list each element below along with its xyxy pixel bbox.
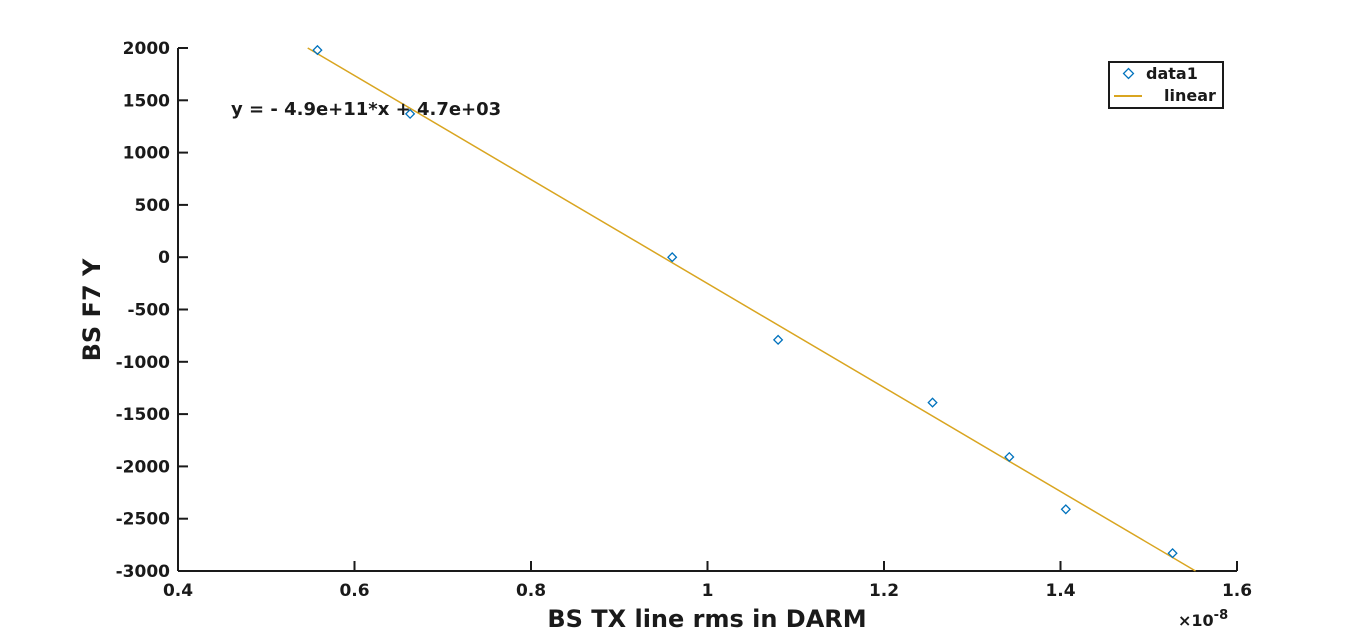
y-tick-label: -2000	[116, 457, 171, 477]
y-tick-label: 500	[135, 196, 171, 216]
x-axis-label: BS TX line rms in DARM	[547, 605, 866, 633]
data-point	[927, 397, 938, 408]
x-exponent-label: ×10-8	[1178, 608, 1228, 630]
y-tick-label: -500	[127, 301, 170, 321]
data-point	[1004, 451, 1015, 463]
fit-equation: y = - 4.9e+11*x + 4.7e+03	[231, 99, 501, 120]
y-tick-label: 1500	[123, 91, 170, 111]
data-point	[772, 334, 784, 345]
data-point	[404, 108, 416, 120]
y-tick-label: -1000	[116, 353, 171, 373]
legend-label-data1: data1	[1146, 64, 1198, 83]
y-tick-label: 1000	[123, 144, 170, 164]
legend: data1 linear	[1108, 61, 1224, 109]
y-tick-label: 0	[158, 248, 170, 268]
legend-marker-data1	[1122, 67, 1135, 80]
x-exponent-power: -8	[1214, 608, 1228, 623]
x-tick-label: 1.6	[1222, 581, 1252, 601]
data-point	[667, 252, 678, 263]
data-point	[312, 44, 323, 56]
x-tick-label: 1.2	[869, 581, 899, 601]
x-exponent-base: ×10	[1178, 611, 1214, 630]
x-tick-label: 1.4	[1045, 581, 1075, 601]
x-tick-label: 0.4	[163, 581, 193, 601]
y-tick-label: -2500	[116, 510, 171, 530]
data-point	[1167, 548, 1178, 559]
y-axis-label: BS F7 Y	[78, 258, 106, 361]
y-tick-label: -1500	[116, 405, 171, 425]
x-tick-label: 0.6	[339, 581, 369, 601]
y-tick-label: 2000	[123, 39, 170, 59]
x-tick-label: 0.8	[516, 581, 546, 601]
data-point	[1060, 504, 1071, 515]
x-tick-label: 1	[702, 581, 714, 601]
series-layer	[307, 44, 1196, 572]
fit-line	[307, 47, 1196, 572]
legend-label-linear: linear	[1164, 86, 1216, 105]
axes: 0.4 0.6 0.8 1 1.2 1.4 1.6 2000 1500 1000 500 0 -500 -…	[116, 39, 1252, 601]
y-tick-label: -3000	[116, 562, 171, 582]
